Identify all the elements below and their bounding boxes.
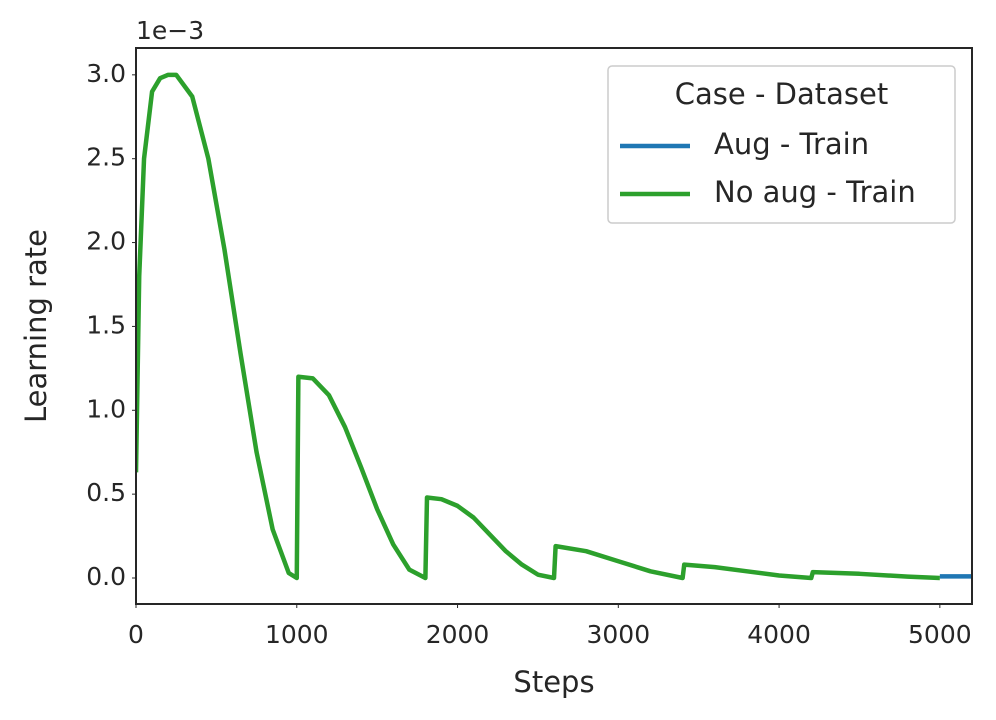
x-tick-label: 0 <box>128 620 144 649</box>
legend-label: Aug - Train <box>714 127 869 161</box>
y-tick-label: 2.5 <box>86 143 126 172</box>
y-tick-label: 1.5 <box>86 310 126 339</box>
x-tick-label: 1000 <box>265 620 329 649</box>
x-axis-label: Steps <box>513 665 594 699</box>
y-axis-label: Learning rate <box>19 229 53 423</box>
y-tick-label: 0.0 <box>86 562 126 591</box>
y-tick-label: 0.5 <box>86 478 126 507</box>
legend-title: Case - Dataset <box>675 77 888 111</box>
y-tick-label: 1.0 <box>86 394 126 423</box>
series-line <box>136 72 940 581</box>
y-tick-label: 2.0 <box>86 227 126 256</box>
legend-box <box>607 65 956 224</box>
x-tick-label: 2000 <box>426 620 490 649</box>
legend-label: No aug - Train <box>714 175 916 209</box>
x-tick-label: 3000 <box>586 620 650 649</box>
plot-frame <box>135 47 973 605</box>
x-tick-label: 4000 <box>747 620 811 649</box>
y-tick-label: 3.0 <box>86 59 126 88</box>
y-offset-label: 1e−3 <box>136 16 204 45</box>
x-tick-label: 5000 <box>908 620 972 649</box>
